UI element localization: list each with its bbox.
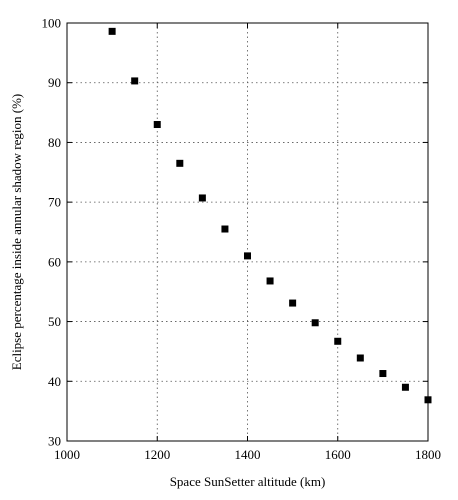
x-axis-label: Space SunSetter altitude (km) <box>170 474 326 489</box>
data-point <box>289 299 297 307</box>
axis-ticks <box>66 22 429 442</box>
data-point <box>266 277 274 285</box>
data-point <box>356 354 364 362</box>
x-tick-label: 1000 <box>54 447 80 462</box>
x-tick-label: 1400 <box>235 447 261 462</box>
y-tick-label: 30 <box>48 434 61 449</box>
y-tick-label: 60 <box>48 254 61 269</box>
data-point <box>379 370 387 378</box>
data-point <box>221 225 229 233</box>
y-axis-label: Eclipse percentage inside annular shadow… <box>9 94 24 371</box>
y-tick-label: 50 <box>48 314 61 329</box>
plot-frame <box>66 22 429 442</box>
x-tick-label: 1200 <box>144 447 170 462</box>
data-point <box>153 121 161 129</box>
data-point <box>424 396 432 404</box>
data-point <box>244 252 251 260</box>
y-tick-label: 90 <box>48 75 61 90</box>
y-tick-label: 40 <box>48 374 61 389</box>
data-point <box>131 77 139 85</box>
data-point <box>334 337 342 345</box>
x-tick-labels: 1000 1200 1400 1600 1800 <box>54 447 441 462</box>
y-tick-label: 100 <box>42 16 62 31</box>
data-point <box>401 383 409 391</box>
y-tick-label: 80 <box>48 135 61 150</box>
data-point <box>176 159 184 167</box>
x-tick-label: 1800 <box>415 447 441 462</box>
y-tick-label: 70 <box>48 195 61 210</box>
data-point <box>311 319 319 327</box>
y-tick-labels: 30 40 50 60 70 80 90 100 <box>42 16 62 449</box>
data-points <box>108 27 432 404</box>
data-point <box>108 27 116 35</box>
x-tick-label: 1600 <box>325 447 351 462</box>
data-point <box>198 194 206 202</box>
grid-lines <box>67 23 428 441</box>
